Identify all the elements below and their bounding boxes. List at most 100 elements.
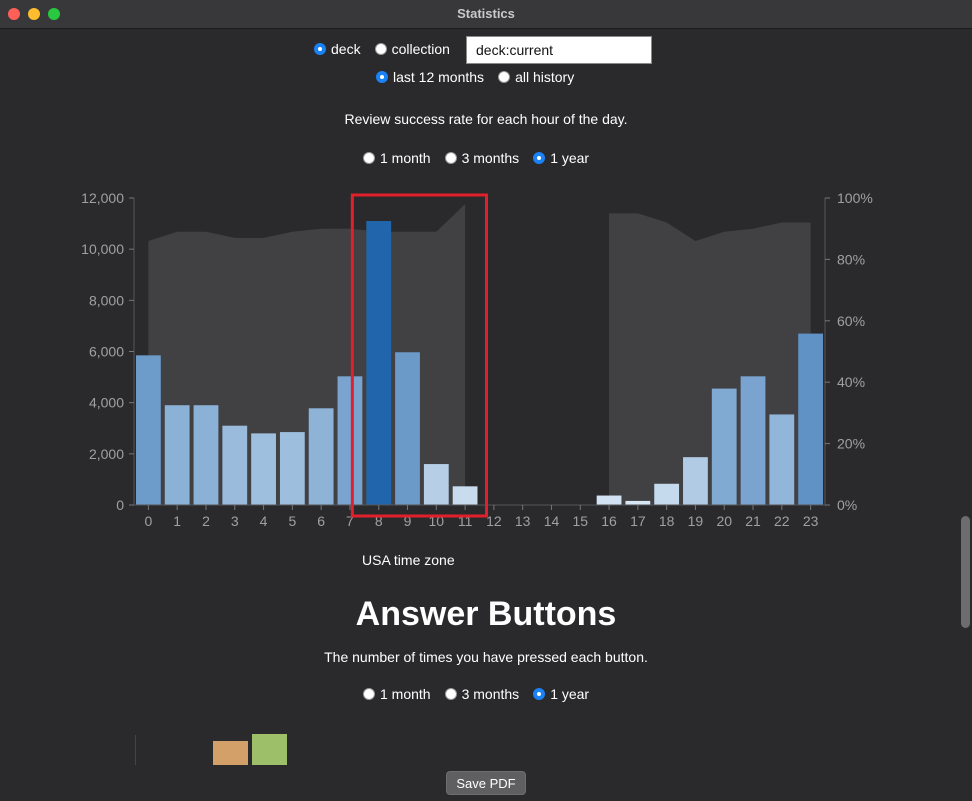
hourly-subtitle: Review success rate for each hour of the… [344, 111, 628, 127]
x-tick-label: 15 [572, 513, 588, 529]
x-tick-label: 4 [260, 513, 268, 529]
radio-label: 1 year [550, 686, 590, 702]
radio-1-year[interactable]: 1 year [533, 686, 589, 702]
x-tick-label: 16 [601, 513, 617, 529]
hour-bar [279, 432, 305, 505]
minimize-window-button[interactable] [28, 8, 40, 20]
radio-all-history[interactable]: all history [498, 69, 574, 85]
hour-bar [625, 500, 651, 505]
hour-bar [222, 425, 248, 505]
x-tick-label: 14 [544, 513, 560, 529]
hour-bar [337, 376, 363, 505]
hourly-breakdown-chart: 02,0004,0006,0008,00010,00012,0000%20%40… [81, 190, 873, 529]
x-tick-label: 7 [346, 513, 354, 529]
y-tick-label: 8,000 [89, 292, 124, 308]
hour-bar [596, 495, 622, 505]
maximize-window-button[interactable] [48, 8, 60, 20]
radio-label: all history [515, 69, 575, 85]
x-tick-label: 21 [745, 513, 761, 529]
radio-indicator [498, 71, 511, 83]
answer-bar-hard [213, 741, 248, 765]
hour-bar [654, 483, 680, 505]
hour-bar [740, 376, 766, 505]
radio-collection[interactable]: collection [374, 41, 450, 57]
y-tick-label: 0 [116, 497, 124, 513]
radio-1-month[interactable]: 1 month [363, 686, 431, 702]
radio-label: 3 months [461, 150, 520, 166]
hour-bar [308, 408, 334, 505]
answer-buttons-subtitle: The number of times you have pressed eac… [324, 649, 648, 665]
y2-tick-label: 0% [837, 497, 857, 513]
x-tick-label: 3 [231, 513, 239, 529]
save-pdf-button[interactable]: Save PDF [446, 771, 526, 795]
scrollbar-thumb[interactable] [961, 516, 970, 628]
answer-bar-good [252, 734, 287, 765]
scrollbar[interactable] [958, 29, 972, 801]
radio-indicator [314, 43, 326, 55]
radio-indicator [363, 688, 375, 700]
y-tick-label: 12,000 [81, 190, 124, 206]
stats-content: deck collection last 12 months all histo… [0, 29, 972, 801]
y2-tick-label: 60% [837, 313, 865, 329]
radio-indicator [533, 688, 546, 700]
radio-3-months[interactable]: 3 months [444, 150, 520, 166]
hour-bar [452, 486, 478, 505]
radio-label: 1 month [380, 150, 431, 166]
answer-buttons-title: Answer Buttons [355, 595, 617, 633]
radio-label: 1 year [550, 150, 590, 166]
x-tick-label: 17 [630, 513, 646, 529]
radio-indicator [376, 71, 388, 83]
hour-bar [366, 221, 392, 505]
highlight-box [350, 193, 489, 518]
hourly-period-options: 1 month 3 months 1 year [363, 150, 603, 166]
x-tick-label: 19 [688, 513, 704, 529]
y2-tick-label: 80% [837, 251, 865, 267]
x-tick-label: 5 [288, 513, 296, 529]
y2-tick-label: 20% [837, 436, 865, 452]
x-tick-label: 18 [659, 513, 675, 529]
hour-bar [136, 355, 161, 505]
radio-label: deck [331, 41, 361, 57]
x-tick-label: 0 [144, 513, 152, 529]
radio-1-year[interactable]: 1 year [533, 150, 589, 166]
hour-bar [769, 414, 795, 505]
x-tick-label: 12 [486, 513, 502, 529]
hour-bar [683, 457, 708, 505]
answer-buttons-chart-axis [135, 735, 136, 765]
deck-search-input[interactable] [466, 36, 652, 64]
y-tick-label: 6,000 [89, 344, 124, 360]
radio-deck[interactable]: deck [314, 41, 361, 57]
close-window-button[interactable] [8, 8, 20, 20]
hour-bar [711, 388, 737, 505]
radio-label: collection [391, 41, 450, 57]
x-tick-label: 23 [803, 513, 819, 529]
x-tick-label: 9 [404, 513, 412, 529]
x-tick-label: 1 [173, 513, 181, 529]
radio-indicator [444, 688, 457, 700]
hour-bar [251, 433, 276, 505]
y2-tick-label: 40% [837, 374, 865, 390]
scope-options: deck collection [314, 41, 464, 57]
y-tick-label: 10,000 [81, 241, 124, 257]
radio-1-month[interactable]: 1 month [363, 150, 431, 166]
y2-tick-label: 100% [837, 190, 873, 206]
radio-last-12-months[interactable]: last 12 months [376, 69, 484, 85]
hour-bar [395, 352, 420, 505]
radio-label: 1 month [380, 686, 431, 702]
radio-label: 3 months [461, 686, 520, 702]
radio-3-months[interactable]: 3 months [444, 686, 520, 702]
hour-bar [423, 464, 449, 505]
title-bar: Statistics [0, 0, 972, 29]
radio-indicator [444, 152, 457, 164]
x-tick-label: 22 [774, 513, 790, 529]
radio-label: last 12 months [393, 69, 485, 85]
hour-bar [798, 333, 823, 505]
x-tick-label: 6 [317, 513, 325, 529]
hour-bar [164, 405, 190, 505]
answer-period-options: 1 month 3 months 1 year [363, 686, 603, 702]
timezone-label: USA time zone [362, 552, 455, 568]
y-tick-label: 4,000 [89, 395, 124, 411]
x-tick-label: 2 [202, 513, 210, 529]
hour-bar [193, 405, 219, 505]
radio-indicator [533, 152, 546, 164]
